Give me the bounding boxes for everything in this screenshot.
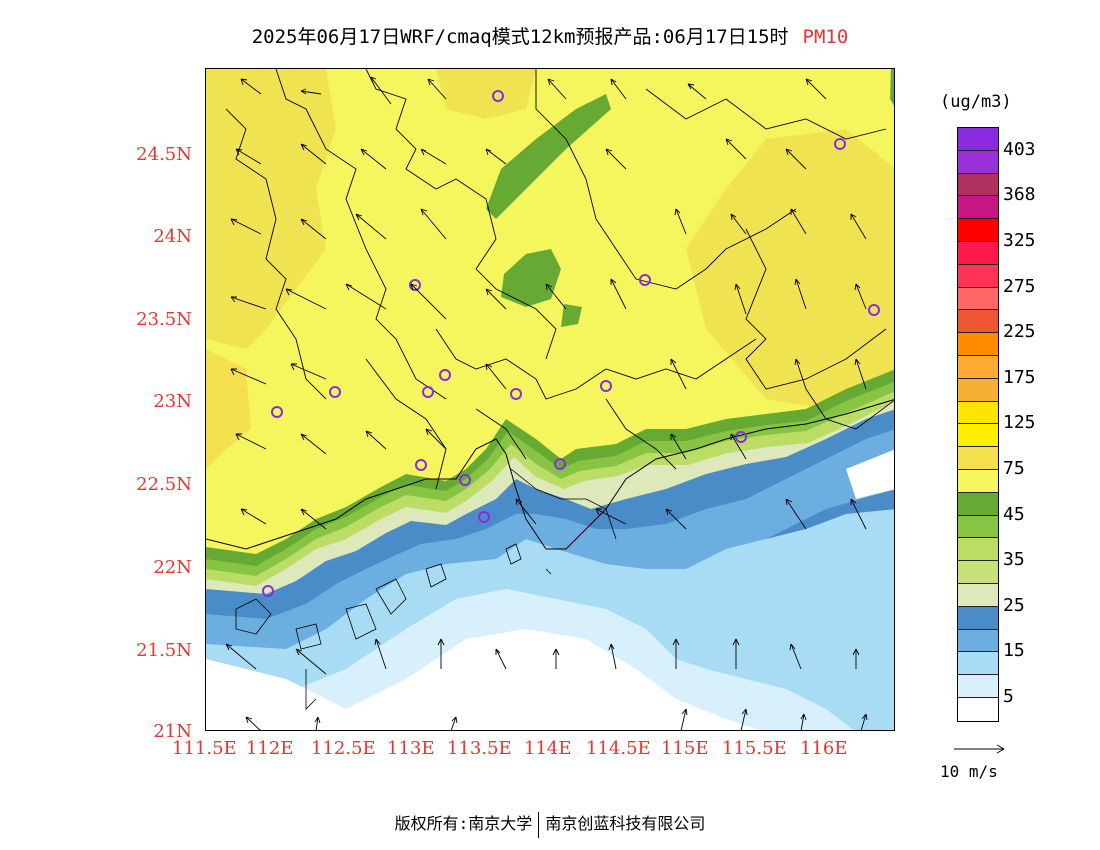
color-swatch bbox=[958, 538, 998, 562]
lat-label: 24.5N bbox=[136, 144, 192, 165]
color-swatch bbox=[958, 492, 998, 516]
lat-label: 22.5N bbox=[136, 474, 192, 495]
lon-label: 113.5E bbox=[447, 738, 512, 759]
color-swatch bbox=[958, 333, 998, 356]
lat-label: 24N bbox=[153, 226, 192, 247]
color-bar bbox=[957, 127, 999, 722]
color-swatch bbox=[958, 675, 998, 698]
green-patch-north bbox=[486, 94, 611, 219]
title-variable: PM10 bbox=[802, 26, 849, 48]
green-patch-small bbox=[561, 304, 582, 327]
color-bar-label: 225 bbox=[1003, 321, 1036, 343]
color-swatch bbox=[958, 128, 998, 151]
color-swatch bbox=[958, 355, 998, 379]
admin-borders bbox=[225, 69, 894, 490]
color-swatch bbox=[958, 150, 998, 174]
color-swatch bbox=[958, 515, 998, 539]
color-swatch bbox=[958, 401, 998, 425]
footer-separator bbox=[538, 811, 540, 838]
lon-label: 113E bbox=[387, 738, 435, 759]
title-main: 2025年06月17日WRF/cmaq模式12km预报产品:06月17日15时 bbox=[251, 26, 789, 48]
color-bar-label: 275 bbox=[1003, 275, 1036, 297]
color-bar-label: 45 bbox=[1003, 503, 1025, 525]
islands bbox=[235, 543, 552, 710]
color-swatch bbox=[958, 287, 998, 311]
color-swatch bbox=[958, 241, 998, 265]
green-patch-ne bbox=[890, 69, 894, 106]
footer-right: 南京创蓝科技有限公司 bbox=[545, 814, 706, 833]
lon-label: 115.5E bbox=[722, 738, 787, 759]
color-bar-label: 35 bbox=[1003, 549, 1025, 571]
wind-arrows bbox=[225, 76, 868, 730]
color-swatch bbox=[958, 264, 998, 288]
dark-yellow-patch-west bbox=[206, 69, 336, 349]
lat-label: 21.5N bbox=[136, 640, 192, 661]
lon-label: 116E bbox=[800, 738, 848, 759]
color-bar-label: 368 bbox=[1003, 184, 1036, 206]
color-bar-label: 175 bbox=[1003, 366, 1036, 388]
color-swatch bbox=[958, 652, 998, 676]
lon-label: 114.5E bbox=[586, 738, 651, 759]
color-swatch bbox=[958, 424, 998, 448]
map-title: 2025年06月17日WRF/cmaq模式12km预报产品:06月17日15时 P… bbox=[0, 22, 1100, 49]
lon-label: 115E bbox=[661, 738, 709, 759]
lat-label: 23.5N bbox=[136, 309, 192, 330]
color-swatch bbox=[958, 219, 998, 242]
legend-units: (ug/m3) bbox=[940, 92, 1012, 112]
color-bar-label: 15 bbox=[1003, 640, 1025, 662]
color-bar-label: 75 bbox=[1003, 458, 1025, 479]
lat-label: 23N bbox=[153, 391, 192, 412]
color-swatch bbox=[958, 583, 998, 607]
color-swatch bbox=[958, 447, 998, 470]
color-swatch bbox=[958, 469, 998, 493]
footer-left: 版权所有:南京大学 bbox=[394, 814, 533, 833]
color-swatch bbox=[958, 378, 998, 402]
color-bar-label: 403 bbox=[1003, 138, 1036, 160]
color-swatch bbox=[958, 697, 998, 721]
color-swatch bbox=[958, 173, 998, 197]
color-swatch bbox=[958, 606, 998, 630]
color-bar-label: 25 bbox=[1003, 594, 1025, 616]
color-bar-label: 5 bbox=[1003, 686, 1014, 707]
wind-reference-label: 10 m/s bbox=[940, 762, 998, 781]
lat-label: 21N bbox=[153, 721, 192, 742]
wind-reference-arrow-icon bbox=[954, 744, 1005, 754]
copyright-footer: 版权所有:南京大学 南京创蓝科技有限公司 bbox=[0, 810, 1100, 838]
lon-label: 112E bbox=[246, 738, 294, 759]
color-swatch bbox=[958, 629, 998, 653]
map-canvas bbox=[206, 69, 894, 730]
color-swatch bbox=[958, 561, 998, 584]
green-patch-center bbox=[501, 249, 561, 307]
wind-reference: 10 m/s bbox=[940, 742, 1010, 781]
lon-label: 114E bbox=[524, 738, 572, 759]
dark-yellow-patch-north bbox=[436, 69, 536, 119]
lat-label: 22N bbox=[153, 557, 192, 578]
dark-yellow-patch-west2 bbox=[206, 349, 251, 469]
pm10-map bbox=[205, 68, 895, 731]
color-swatch bbox=[958, 310, 998, 334]
color-swatch bbox=[958, 196, 998, 220]
station-markers bbox=[262, 90, 880, 597]
lon-label: 112.5E bbox=[311, 738, 376, 759]
dark-yellow-patch-east bbox=[686, 129, 894, 409]
coastline bbox=[206, 399, 894, 550]
color-bar-label: 125 bbox=[1003, 412, 1036, 434]
lon-label: 111.5E bbox=[172, 738, 237, 759]
color-bar-label: 325 bbox=[1003, 230, 1036, 251]
